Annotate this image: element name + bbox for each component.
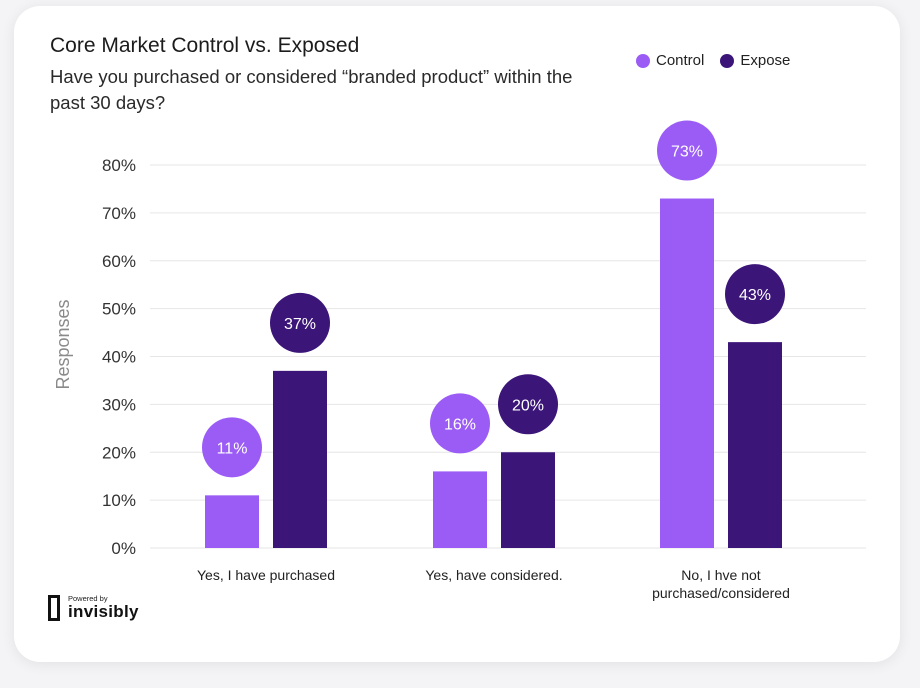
brand-name: invisibly bbox=[68, 602, 139, 621]
x-category-label: No, I hve not bbox=[681, 567, 760, 583]
chart-subtitle: Have you purchased or considered “brande… bbox=[50, 66, 573, 113]
bar-control bbox=[660, 198, 714, 548]
legend-item-control: Control bbox=[636, 52, 704, 69]
brand-powered-by: Powered by bbox=[68, 594, 108, 603]
legend-swatch-control bbox=[636, 53, 650, 68]
legend-label-exposed: Expose bbox=[740, 52, 791, 69]
y-tick-label: 10% bbox=[102, 491, 136, 510]
data-label-bubble bbox=[430, 393, 490, 454]
bar-exposed bbox=[501, 452, 555, 548]
y-tick-label: 70% bbox=[102, 204, 136, 223]
bar-exposed bbox=[728, 342, 782, 548]
data-label-bubble bbox=[725, 264, 785, 325]
legend-swatch-exposed bbox=[720, 53, 735, 68]
bar-control bbox=[205, 495, 259, 548]
chart-title: Core Market Control vs. Exposed bbox=[50, 34, 360, 57]
legend-item-exposed: Expose bbox=[720, 52, 790, 69]
legend: Control Expose bbox=[636, 52, 790, 69]
data-label-bubble bbox=[498, 374, 558, 435]
y-tick-label: 30% bbox=[102, 395, 136, 414]
x-category-label: purchased/considered bbox=[652, 585, 790, 601]
y-axis-label: Responses bbox=[53, 299, 73, 389]
data-label: 73% bbox=[671, 144, 703, 161]
x-category-label: Yes, have considered. bbox=[425, 567, 562, 583]
y-tick-label: 60% bbox=[102, 252, 136, 271]
brand: Powered by invisibly bbox=[48, 594, 139, 621]
data-label-bubble bbox=[657, 120, 717, 181]
data-label: 20% bbox=[512, 397, 544, 414]
data-label-bubble bbox=[270, 292, 330, 353]
legend-label-control: Control bbox=[656, 52, 705, 69]
data-label: 11% bbox=[217, 440, 248, 457]
x-category-label: Yes, I have purchased bbox=[197, 567, 335, 583]
y-tick-label: 50% bbox=[102, 300, 136, 319]
bar-exposed bbox=[273, 370, 327, 548]
invisibly-logo-icon bbox=[48, 594, 60, 621]
y-tick-label: 20% bbox=[102, 443, 136, 462]
bar-control bbox=[433, 471, 487, 548]
data-label: 43% bbox=[739, 287, 771, 304]
y-tick-label: 0% bbox=[111, 539, 136, 558]
y-tick-label: 80% bbox=[102, 156, 136, 175]
y-tick-label: 40% bbox=[102, 348, 136, 367]
brand-text: Powered by invisibly bbox=[68, 594, 139, 621]
data-label: 16% bbox=[444, 416, 476, 433]
data-label: 37% bbox=[284, 316, 316, 333]
chart-card bbox=[14, 6, 900, 662]
data-label-bubble bbox=[202, 417, 262, 478]
